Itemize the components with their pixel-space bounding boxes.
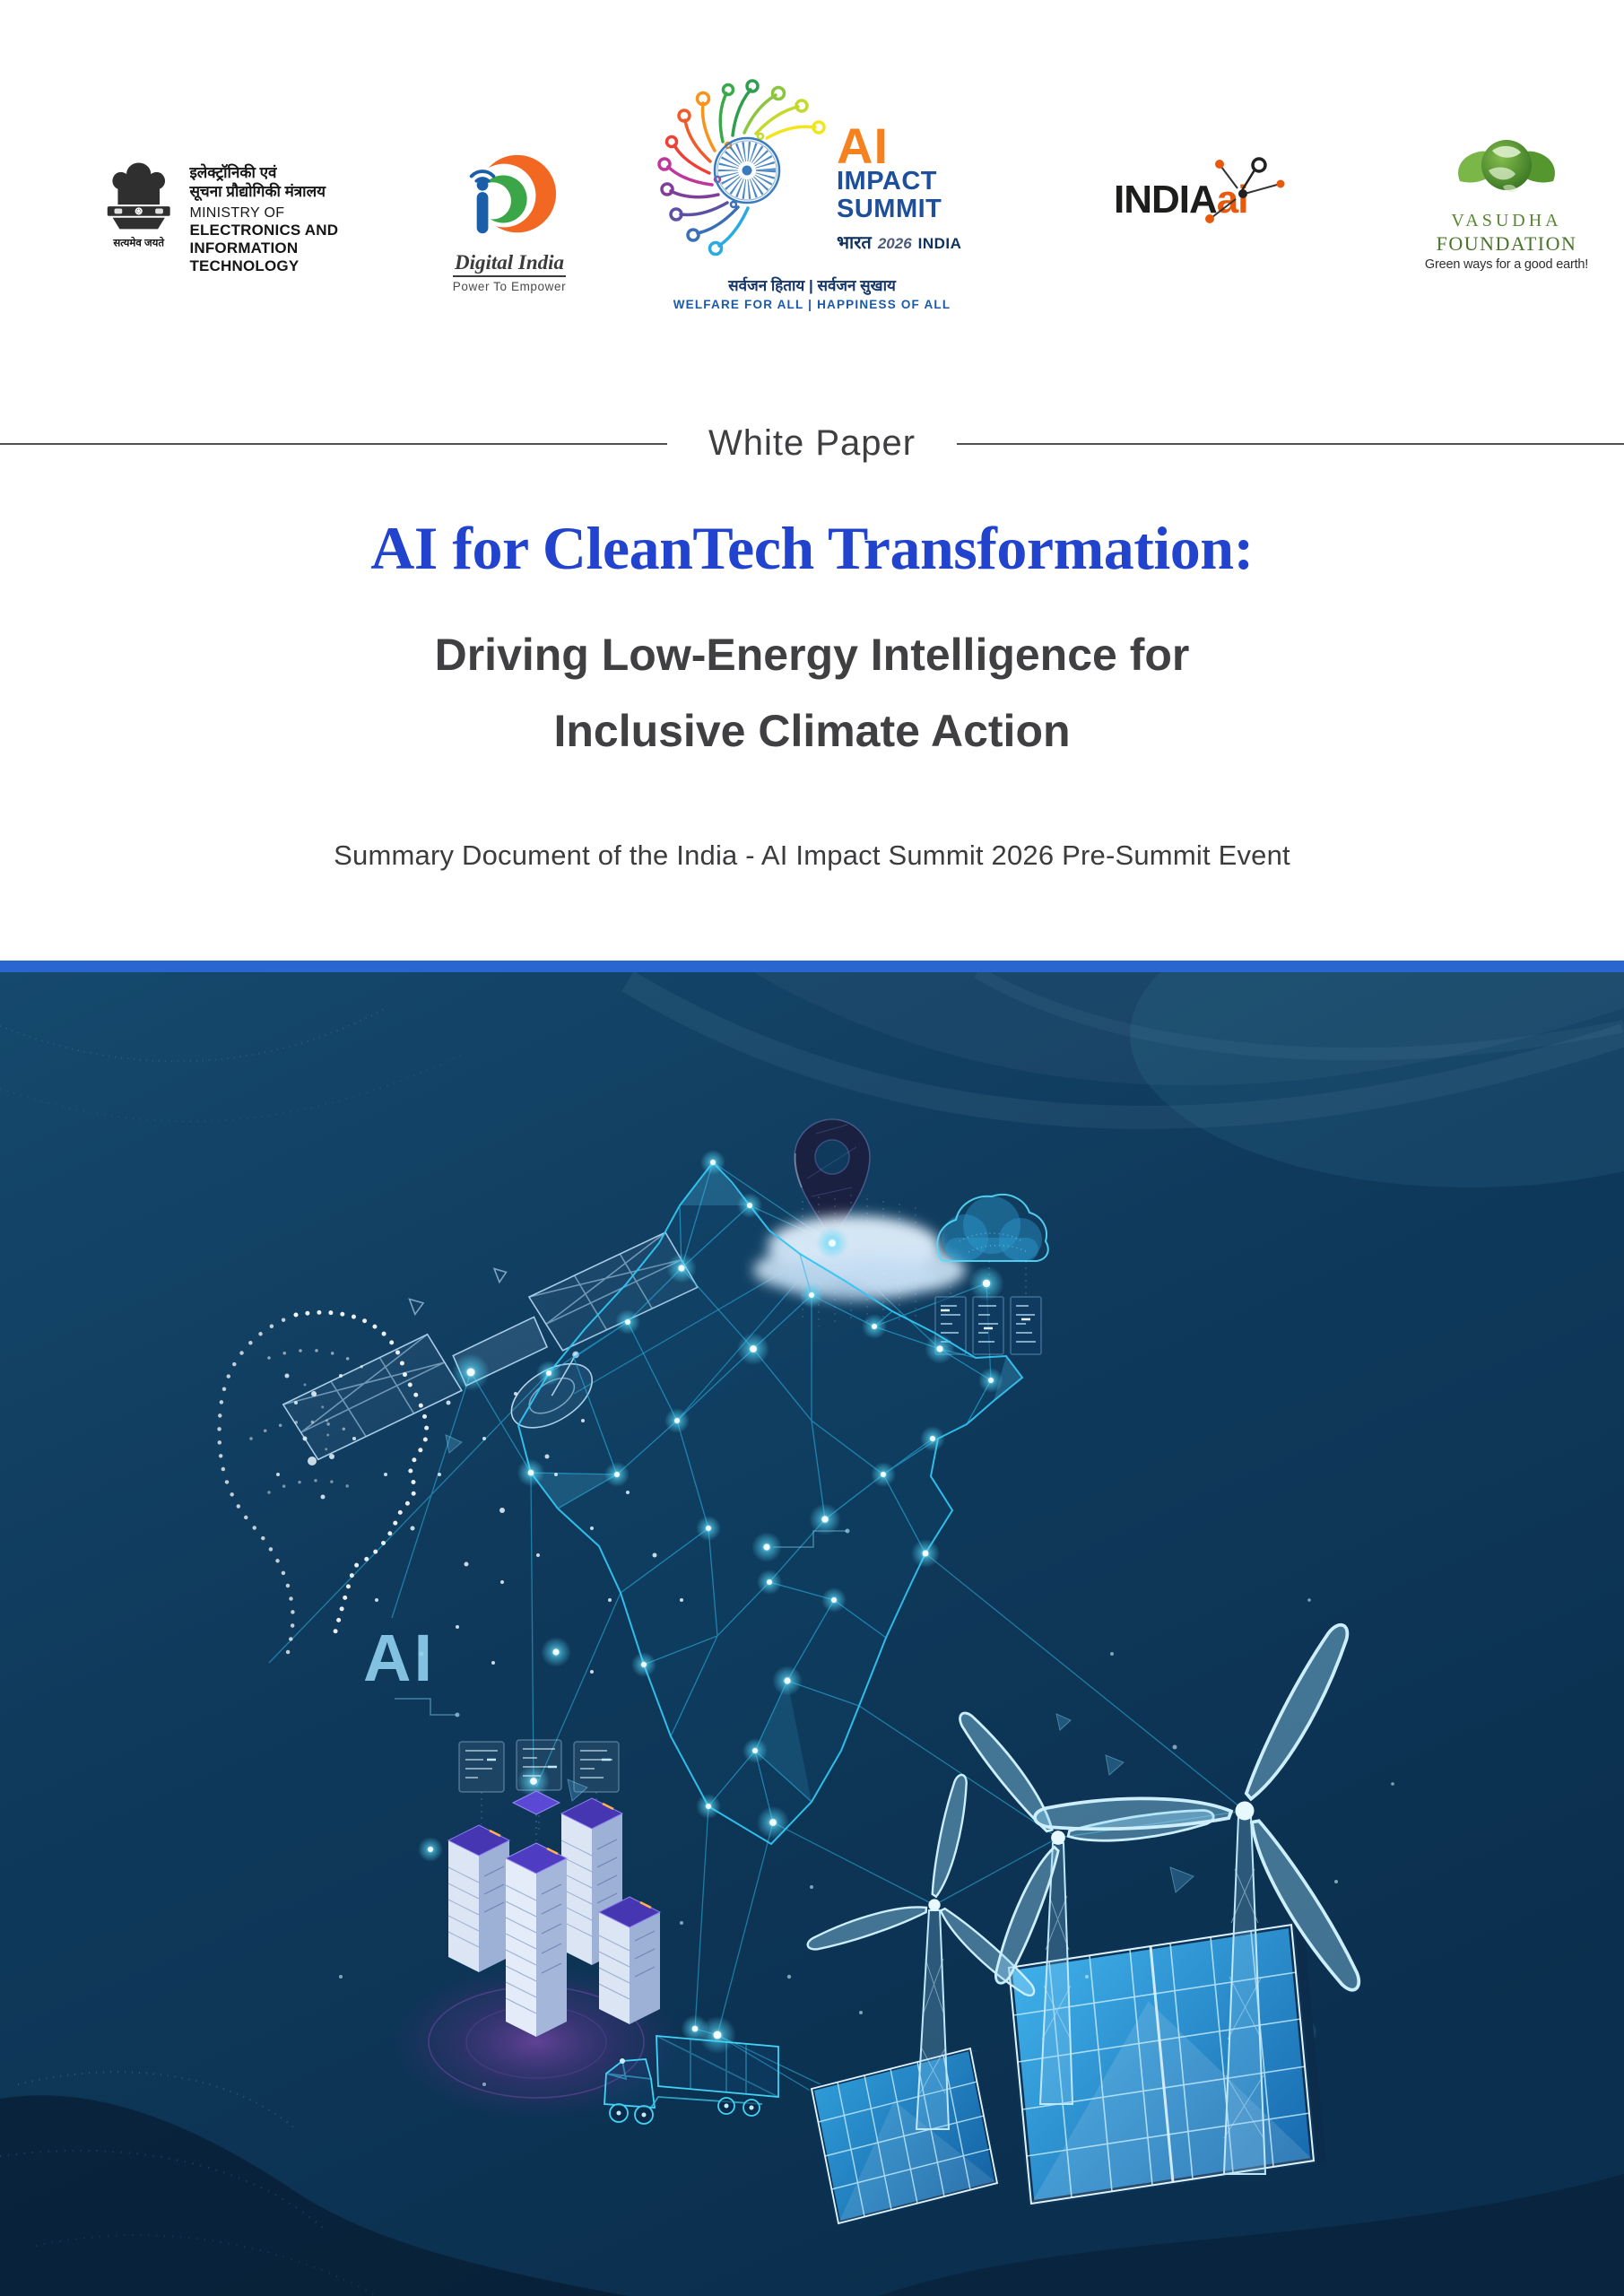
- head-scatter-dots: [276, 1373, 683, 1674]
- digital-india-logo: Digital India Power To Empower: [429, 148, 590, 293]
- indiaai-ai-label: ai: [1216, 178, 1249, 222]
- wind-turbine-middle: [952, 1705, 1217, 2105]
- location-pin-icon: [794, 1118, 871, 1241]
- subtitle-line2: Inclusive Climate Action: [553, 706, 1071, 756]
- indiaai-india-label: INDIA: [1114, 178, 1218, 222]
- vasudha-name-line1: VASUDHA: [1451, 211, 1562, 230]
- summit-rays-chakra-icon: [657, 79, 826, 257]
- meity-en-line1: MINISTRY OF: [189, 204, 285, 221]
- accent-bar: [0, 961, 1624, 972]
- summit-logo-row: AI IMPACT SUMMIT भारत 2026 INDIA: [653, 65, 971, 273]
- wind-turbine-icons: [803, 1617, 1369, 2175]
- meity-logo: सत्यमेव जयते इलेक्ट्रॉनिकी एवं सूचना प्र…: [100, 154, 405, 275]
- summit-text-column: AI IMPACT SUMMIT भारत 2026 INDIA: [837, 83, 961, 253]
- summit-india-label: INDIA: [917, 234, 962, 252]
- wind-turbine-right: [1032, 1617, 1369, 2175]
- divider-line-right: [957, 442, 1624, 445]
- data-center-illustration: [393, 1739, 680, 2118]
- summit-bharat-label: भारत: [837, 232, 872, 253]
- summit-summit-label: SUMMIT: [837, 195, 942, 224]
- ai-head-illustration: AI: [217, 1309, 850, 1718]
- meity-text: इलेक्ट्रॉनिकी एवं सूचना प्रौद्योगिकी मंत…: [189, 154, 405, 275]
- summit-taglines: सर्वजन हिताय | सर्वजन सुखाय WELFARE FOR …: [653, 274, 971, 311]
- meity-hindi-line1: इलेक्ट्रॉनिकी एवं: [189, 164, 277, 181]
- indiaai-logo: INDIAai: [1114, 157, 1320, 223]
- server-rack-icons: [934, 1296, 1042, 1355]
- divider-line-left: [0, 442, 667, 445]
- summit-year-label: 2026: [877, 234, 912, 252]
- meity-hindi-line2: सूचना प्रौद्योगिकी मंत्रालय: [189, 183, 326, 201]
- vasudha-foundation-logo: VASUDHA FOUNDATION Green ways for a good…: [1413, 127, 1600, 272]
- digital-india-icon: [469, 154, 557, 234]
- truck-illustration: [604, 2035, 779, 2125]
- summit-impact-label: IMPACT: [837, 166, 938, 196]
- satellite-icon: [282, 1231, 699, 1461]
- decor-triangles: [445, 1434, 1194, 1893]
- summit-tagline-english: WELFARE FOR ALL | HAPPINESS OF ALL: [673, 298, 951, 311]
- ai-impact-summit-logo: AI IMPACT SUMMIT भारत 2026 INDIA सर्वजन …: [653, 65, 971, 311]
- datacenter-towers: [447, 1790, 662, 2037]
- wind-turbine-left: [803, 1771, 1040, 2130]
- digital-india-tagline: Power To Empower: [452, 280, 567, 293]
- summit-tagline-hindi: सर्वजन हिताय | सर्वजन सुखाय: [728, 277, 896, 294]
- subtitle-line1: Driving Low-Energy Intelligence for: [434, 630, 1190, 680]
- emblem-motto: सत्यमेव जयते: [112, 237, 165, 249]
- cloud-computing-icon: [936, 1194, 1049, 1297]
- summit-ai-label: AI: [837, 117, 889, 175]
- hero-illustration: AI: [0, 972, 1624, 2296]
- meity-en-line2: ELECTRONICS AND: [189, 221, 339, 239]
- india-network-map: [517, 1150, 1024, 1846]
- white-paper-label: White Paper: [708, 423, 916, 463]
- white-paper-banner: White Paper: [0, 423, 1624, 464]
- sparkle-dots: [339, 1598, 1394, 2086]
- summit-bharat-row: भारत 2026 INDIA: [837, 230, 961, 254]
- summary-line: Summary Document of the India - AI Impac…: [334, 839, 1290, 871]
- page-title: AI for CleanTech Transformation:: [370, 514, 1254, 582]
- datacenter-rack-icons: [458, 1739, 620, 1851]
- solar-panel-illustration: [808, 1921, 1326, 2227]
- vasudha-globe-icon: [1458, 140, 1555, 193]
- vasudha-name-line2: FOUNDATION: [1436, 232, 1577, 255]
- meity-en-line3: INFORMATION TECHNOLOGY: [189, 239, 300, 274]
- ai-watermark-label: AI: [363, 1621, 435, 1695]
- digital-india-name: Digital India: [452, 251, 567, 277]
- page-subtitle: Driving Low-Energy Intelligence for Incl…: [0, 617, 1624, 770]
- vasudha-tagline: Green ways for a good earth!: [1424, 257, 1589, 272]
- india-emblem-icon: सत्यमेव जयते: [107, 162, 170, 249]
